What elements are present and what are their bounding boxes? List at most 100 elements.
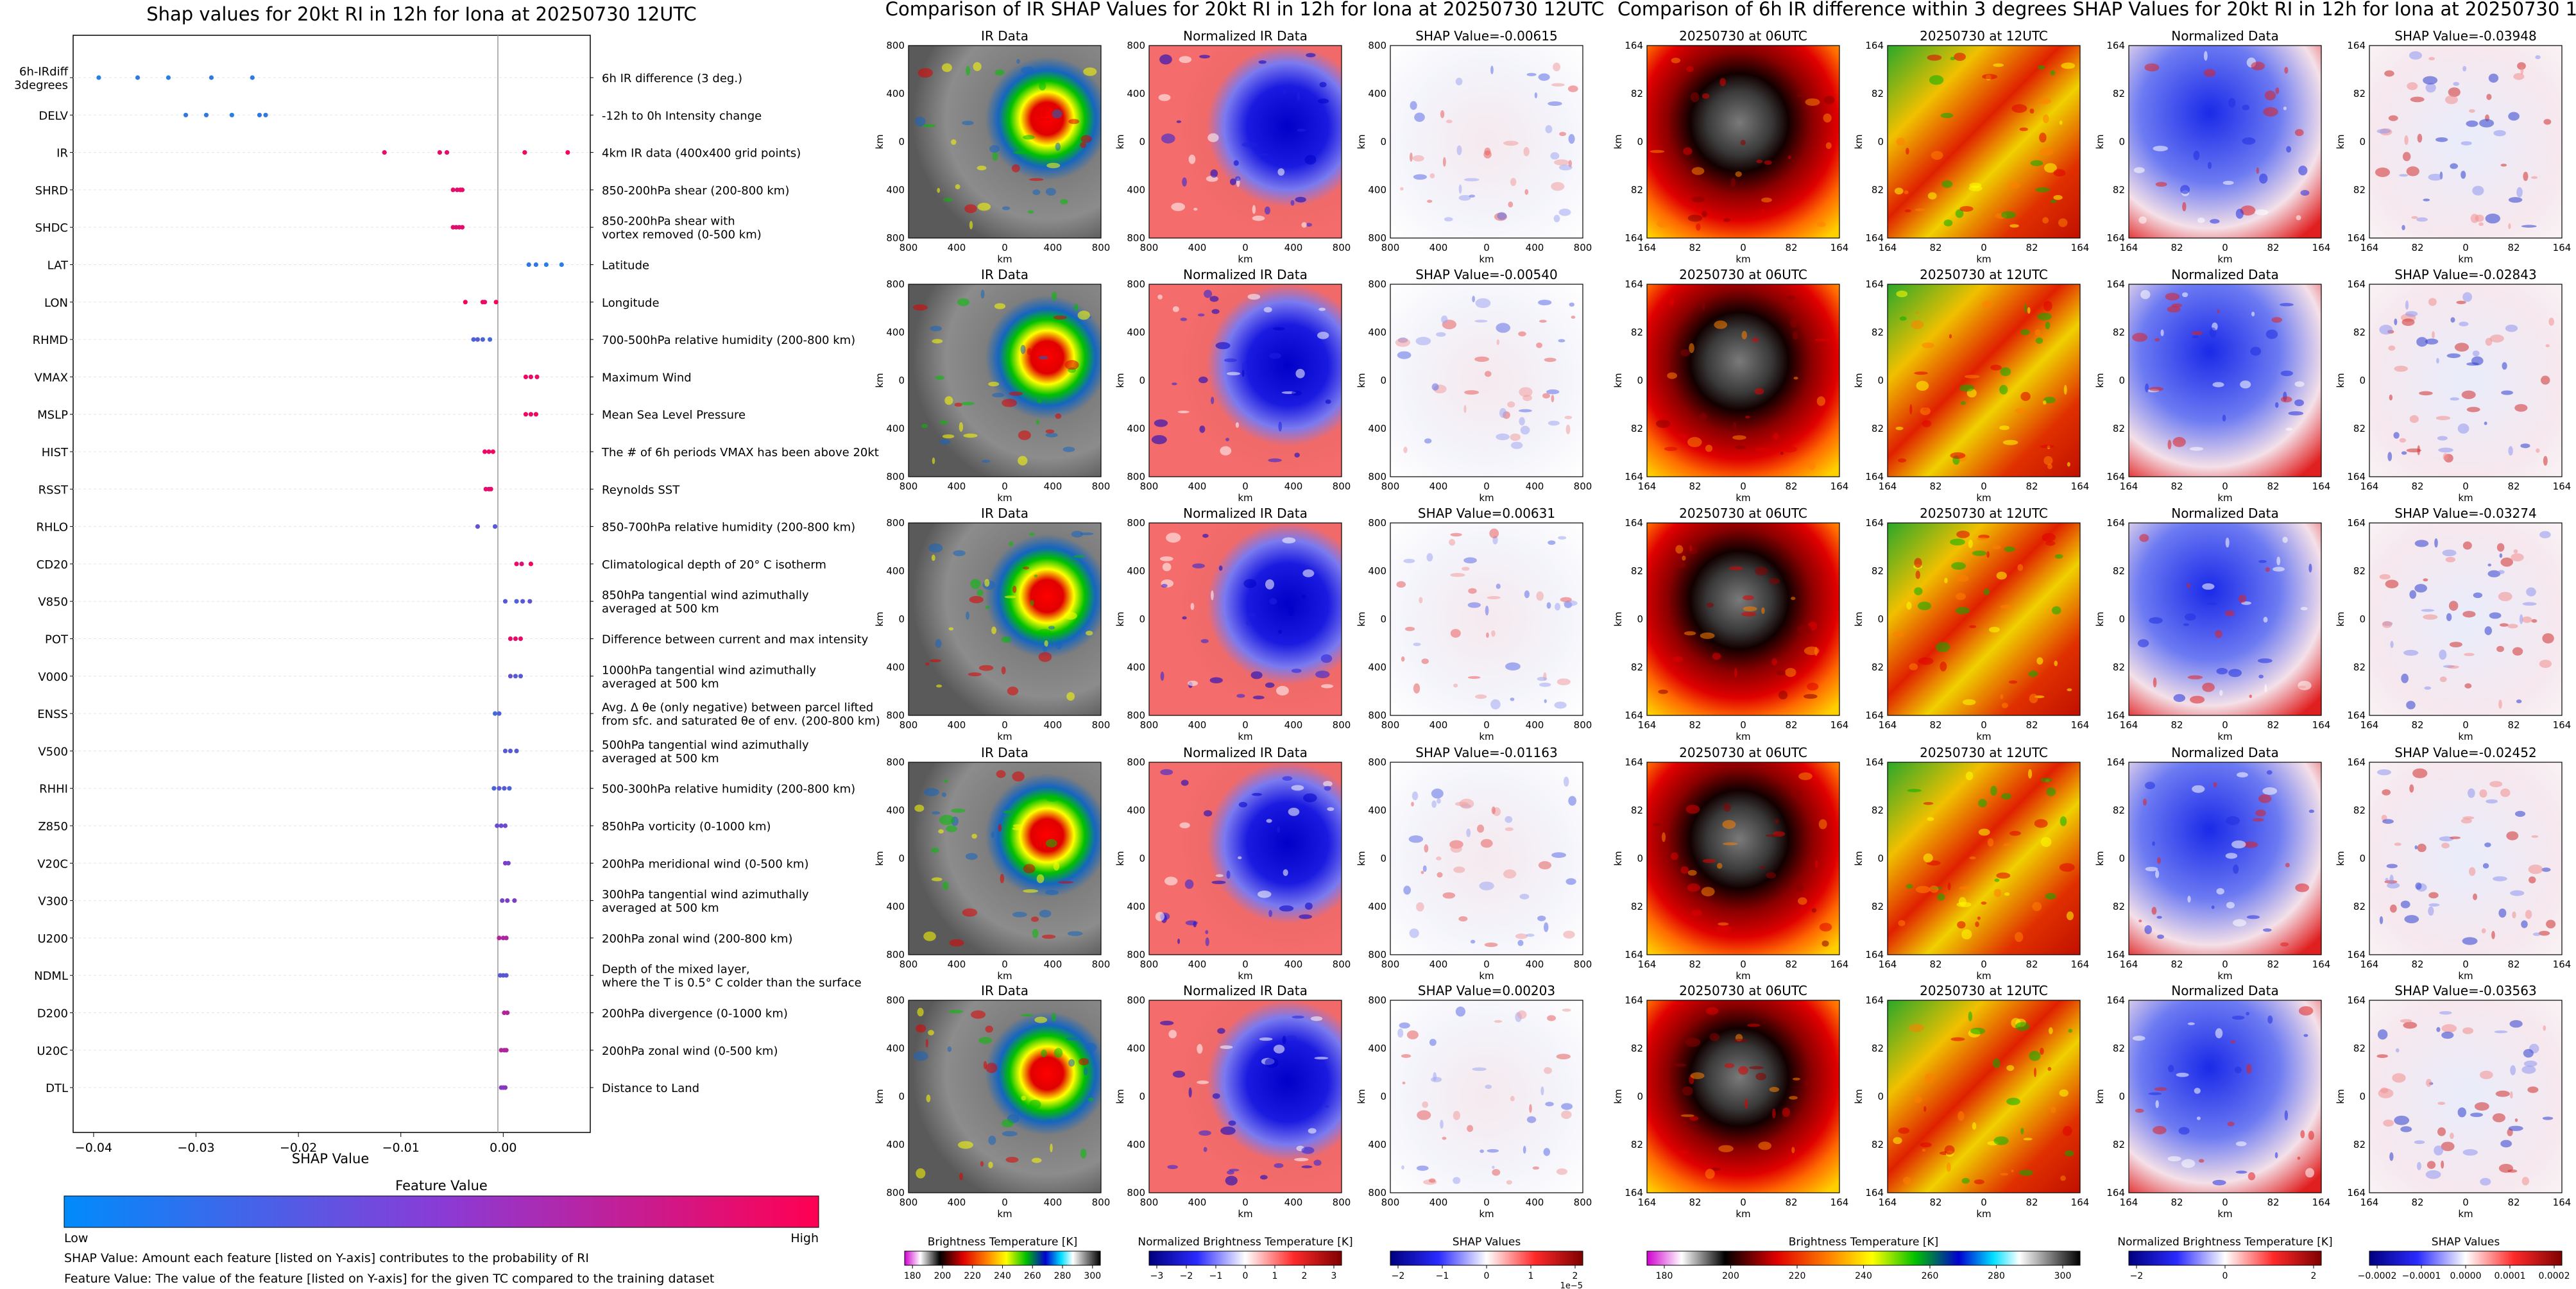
image-texture — [1562, 1008, 1571, 1012]
image-texture — [1038, 355, 1048, 360]
x-axis-label: km — [2458, 1208, 2473, 1220]
image-texture — [1896, 290, 1908, 298]
feature-description-label: 850hPa vorticity (0-1000 km) — [602, 820, 771, 833]
image-texture — [1705, 1007, 1719, 1015]
y-tick-label: 164 — [2347, 517, 2366, 529]
y-tick-label: 400 — [886, 1043, 905, 1054]
image-texture — [2138, 216, 2147, 224]
image-texture — [1023, 567, 1030, 570]
y-axis-label: km — [1612, 373, 1624, 388]
image-texture — [2423, 578, 2428, 582]
y-tick-label: 0 — [898, 613, 905, 625]
image-texture — [2508, 446, 2513, 456]
y-tick-label: 400 — [1127, 662, 1145, 673]
y-tick-label: 82 — [2113, 1139, 2125, 1150]
image-texture — [1290, 200, 1295, 206]
image-texture — [1229, 1168, 1240, 1172]
y-axis-label: km — [874, 373, 885, 388]
subplot-image — [2128, 45, 2322, 239]
image-texture — [1211, 309, 1220, 314]
feature-code-label: V20C — [37, 857, 68, 871]
image-texture — [2235, 1170, 2248, 1174]
feature-code-label: CD20 — [37, 558, 68, 572]
y-tick-label: 0 — [1380, 375, 1386, 386]
image-texture — [1009, 391, 1023, 397]
image-texture — [2432, 331, 2435, 339]
feature-description-label: 200hPa zonal wind (200-800 km) — [602, 932, 792, 946]
y-tick-label: 164 — [1865, 1187, 1884, 1199]
image-texture — [1520, 425, 1530, 435]
image-texture — [2489, 781, 2503, 787]
y-axis-label: km — [1356, 1089, 1367, 1104]
x-axis-label: km — [1479, 253, 1494, 265]
image-texture — [1790, 318, 1797, 328]
image-texture — [2145, 781, 2155, 790]
image-texture — [1961, 401, 1966, 405]
image-texture — [1816, 396, 1826, 406]
image-texture — [996, 770, 1006, 778]
image-texture — [1823, 113, 1832, 123]
shap-point — [492, 524, 498, 529]
y-tick-label: 82 — [1872, 1139, 1884, 1150]
feature-description-label: 850hPa tangential wind azimuthally — [602, 589, 809, 602]
image-texture — [1924, 1073, 1935, 1084]
image-texture — [1002, 398, 1018, 407]
image-texture — [2488, 73, 2499, 83]
image-texture — [2187, 895, 2191, 903]
image-texture — [1211, 590, 1214, 601]
image-texture — [2461, 818, 2472, 824]
x-tick-label: 800 — [1574, 1197, 1592, 1208]
shap-point — [505, 898, 510, 903]
x-tick-label: 0 — [2222, 1197, 2228, 1208]
image-texture — [2516, 187, 2523, 198]
image-texture — [944, 396, 953, 405]
image-texture — [1023, 864, 1036, 874]
x-tick-label: 400 — [1284, 242, 1303, 253]
image-texture — [925, 1039, 928, 1048]
x-axis-label: km — [2217, 253, 2232, 265]
image-texture — [1041, 934, 1056, 939]
image-texture — [1740, 139, 1746, 146]
x-tick-label: 164 — [2312, 1197, 2331, 1208]
shap-point — [513, 636, 518, 642]
subplot-title: 20250730 at 12UTC — [1920, 267, 2048, 282]
image-texture — [1000, 873, 1005, 884]
y-tick-label: 800 — [886, 40, 905, 51]
y-tick-label: 82 — [1872, 1043, 1884, 1054]
x-tick-label: 82 — [1785, 959, 1797, 970]
image-texture — [2051, 606, 2061, 615]
image-texture — [1259, 1037, 1273, 1041]
image-texture — [1484, 371, 1492, 377]
image-texture — [2181, 1159, 2196, 1168]
image-texture — [2264, 684, 2267, 693]
x-tick-label: 164 — [1638, 959, 1657, 970]
image-texture — [2528, 864, 2543, 875]
image-texture — [2139, 534, 2149, 542]
image-texture — [2176, 1072, 2189, 1077]
image-texture — [969, 595, 984, 604]
y-tick-label: 0 — [1877, 375, 1884, 386]
image-texture — [1943, 219, 1953, 226]
image-texture — [1421, 658, 1429, 664]
image-texture — [1785, 667, 1796, 678]
image-texture — [2187, 1022, 2195, 1025]
x-tick-label: 0 — [1740, 719, 1746, 731]
image-texture — [1993, 889, 2002, 898]
image-texture — [2019, 127, 2028, 132]
image-texture — [2227, 1122, 2235, 1127]
feature-description-label: 850-200hPa shear with — [602, 215, 735, 228]
feature-row: DTL Distance to Land — [46, 1082, 699, 1095]
y-tick-label: 0 — [1637, 136, 1643, 148]
x-axis-label: km — [1479, 970, 1494, 982]
image-texture — [1401, 656, 1405, 662]
image-texture — [2283, 107, 2287, 110]
y-axis-label: km — [2094, 611, 2106, 626]
shap-point — [459, 187, 465, 192]
image-texture — [2441, 1141, 2455, 1152]
image-texture — [2484, 842, 2491, 848]
subplot-title: Normalized Data — [2171, 267, 2279, 282]
image-texture — [1235, 422, 1240, 428]
feature-row: CD20 Climatological depth of 20° C isothe… — [37, 558, 826, 572]
y-tick-label: 82 — [1872, 805, 1884, 816]
image-texture — [2450, 163, 2458, 169]
